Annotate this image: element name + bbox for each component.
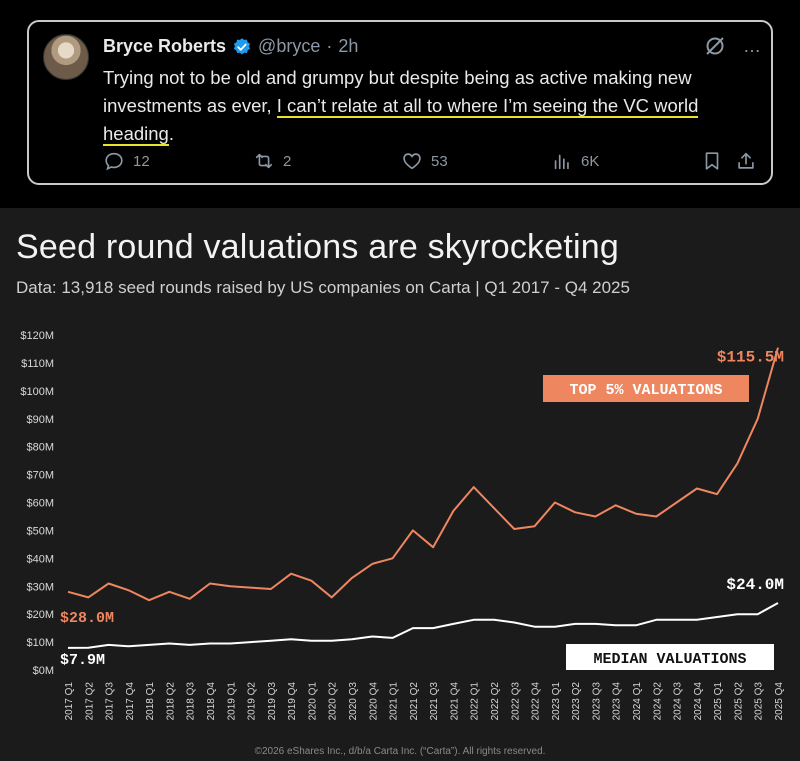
y-tick-label: $0M <box>33 665 54 677</box>
top5-end-label: $115.5M <box>717 349 784 367</box>
more-options-icon[interactable]: … <box>743 35 761 56</box>
x-tick-label: 2017 Q3 <box>105 682 116 721</box>
tweet-area: Bryce Roberts @bryce · 2h … Trying not t… <box>0 0 800 204</box>
y-tick-label: $20M <box>26 609 54 621</box>
reply-count: 12 <box>133 152 150 170</box>
y-tick-label: $10M <box>26 637 54 649</box>
x-tick-label: 2025 Q3 <box>754 682 765 721</box>
tweet-top-icons: … <box>703 34 761 58</box>
reply-button[interactable]: 12 <box>103 150 150 172</box>
tweet-text-end: . <box>168 123 174 144</box>
top5-legend-tag <box>543 375 749 402</box>
x-tick-label: 2019 Q4 <box>287 682 298 721</box>
like-count: 53 <box>431 152 448 170</box>
author-name[interactable]: Bryce Roberts <box>103 36 227 56</box>
tweet-card[interactable]: Bryce Roberts @bryce · 2h … Trying not t… <box>27 20 773 185</box>
x-tick-label: 2019 Q2 <box>247 682 258 721</box>
chart-subtitle: Data: 13,918 seed rounds raised by US co… <box>16 278 630 297</box>
separator-dot: · <box>326 36 333 56</box>
views-button[interactable]: 6K <box>551 150 599 172</box>
bookmark-icon <box>705 152 719 170</box>
x-tick-label: 2023 Q4 <box>612 682 623 721</box>
y-tick-label: $50M <box>26 525 54 537</box>
x-tick-label: 2021 Q1 <box>389 682 400 721</box>
tweet-header: Bryce Roberts @bryce · 2h <box>103 36 358 57</box>
avatar[interactable] <box>43 34 89 80</box>
post-time[interactable]: 2h <box>338 36 359 56</box>
x-tick-label: 2024 Q2 <box>652 682 663 721</box>
x-tick-label: 2024 Q4 <box>693 682 704 721</box>
like-button[interactable]: 53 <box>401 150 448 172</box>
chart-panel: Seed round valuations are skyrocketing D… <box>0 208 800 761</box>
x-tick-label: 2022 Q1 <box>470 682 481 721</box>
y-tick-label: $70M <box>26 470 54 482</box>
x-tick-label: 2025 Q4 <box>774 682 785 721</box>
x-tick-label: 2021 Q4 <box>449 682 460 721</box>
median-start-label: $7.9M <box>60 652 105 669</box>
y-tick-label: $110M <box>21 358 54 370</box>
y-tick-label: $120M <box>20 330 54 342</box>
x-tick-label: 2018 Q3 <box>186 682 197 721</box>
x-tick-label: 2023 Q2 <box>571 682 582 721</box>
x-tick-label: 2025 Q2 <box>733 682 744 721</box>
share-icon <box>738 152 754 169</box>
y-tick-label: $80M <box>26 442 54 454</box>
y-tick-label: $90M <box>26 414 54 426</box>
views-count: 6K <box>581 152 600 170</box>
repost-icon <box>255 153 273 169</box>
top5-series-line <box>67 347 779 602</box>
tweet-text-highlight: I can’t relate at all to where I’m seein… <box>103 95 699 146</box>
x-tick-label: 2023 Q3 <box>591 682 602 721</box>
x-tick-label: 2022 Q2 <box>490 682 501 721</box>
author-handle[interactable]: @bryce <box>258 36 321 56</box>
grok-icon[interactable] <box>703 34 727 58</box>
x-tick-label: 2017 Q4 <box>125 682 136 721</box>
x-tick-label: 2021 Q2 <box>409 682 420 721</box>
tweet-text-start: Trying not to be old and grumpy but desp… <box>103 67 692 116</box>
median-series-line <box>67 602 779 649</box>
verified-badge-icon <box>233 37 251 54</box>
x-tick-label: 2018 Q4 <box>206 682 217 721</box>
median-legend-label: MEDIAN VALUATIONS <box>593 651 746 668</box>
y-tick-label: $40M <box>26 553 54 565</box>
top5-start-label: $28.0M <box>60 610 114 627</box>
copyright-footer: ©2026 eShares Inc., d/b/a Carta Inc. (“C… <box>254 746 546 757</box>
x-tick-label: 2019 Q1 <box>226 682 237 721</box>
tweet-text: Trying not to be old and grumpy but desp… <box>103 64 743 148</box>
median-end-label: $24.0M <box>726 576 784 594</box>
x-tick-label: 2017 Q1 <box>64 682 75 721</box>
x-tick-label: 2025 Q1 <box>713 682 724 721</box>
tweet-actions: 12 2 53 6K <box>103 150 754 176</box>
x-tick-label: 2018 Q2 <box>165 682 176 721</box>
x-tick-label: 2023 Q1 <box>551 682 562 721</box>
x-tick-label: 2018 Q1 <box>145 682 156 721</box>
share-button[interactable] <box>735 150 757 172</box>
y-tick-label: $60M <box>26 498 54 510</box>
y-tick-label: $100M <box>20 386 54 398</box>
chart-title: Seed round valuations are skyrocketing <box>16 228 619 266</box>
section-divider <box>0 204 800 208</box>
top5-legend-label: TOP 5% VALUATIONS <box>569 382 722 399</box>
repost-count: 2 <box>283 152 292 170</box>
repost-button[interactable]: 2 <box>253 150 291 172</box>
x-tick-label: 2022 Q3 <box>510 682 521 721</box>
x-tick-label: 2021 Q3 <box>429 682 440 721</box>
x-tick-label: 2020 Q4 <box>368 682 379 721</box>
heart-icon <box>403 153 421 170</box>
bookmark-button[interactable] <box>701 150 723 172</box>
reply-icon <box>105 152 123 171</box>
median-legend-tag <box>566 644 774 670</box>
x-tick-label: 2019 Q3 <box>267 682 278 721</box>
views-icon <box>554 154 569 170</box>
x-tick-label: 2020 Q1 <box>307 682 318 721</box>
x-tick-label: 2024 Q3 <box>673 682 684 721</box>
x-tick-label: 2020 Q3 <box>348 682 359 721</box>
y-tick-label: $30M <box>26 581 54 593</box>
x-tick-label: 2022 Q4 <box>531 682 542 721</box>
x-tick-label: 2017 Q2 <box>84 682 95 721</box>
x-tick-label: 2024 Q1 <box>632 682 643 721</box>
x-tick-label: 2020 Q2 <box>328 682 339 721</box>
valuations-line-chart: $0M $10M $20M $30M $40M $50M $60M $70M $80M $90M $… <box>20 330 785 721</box>
